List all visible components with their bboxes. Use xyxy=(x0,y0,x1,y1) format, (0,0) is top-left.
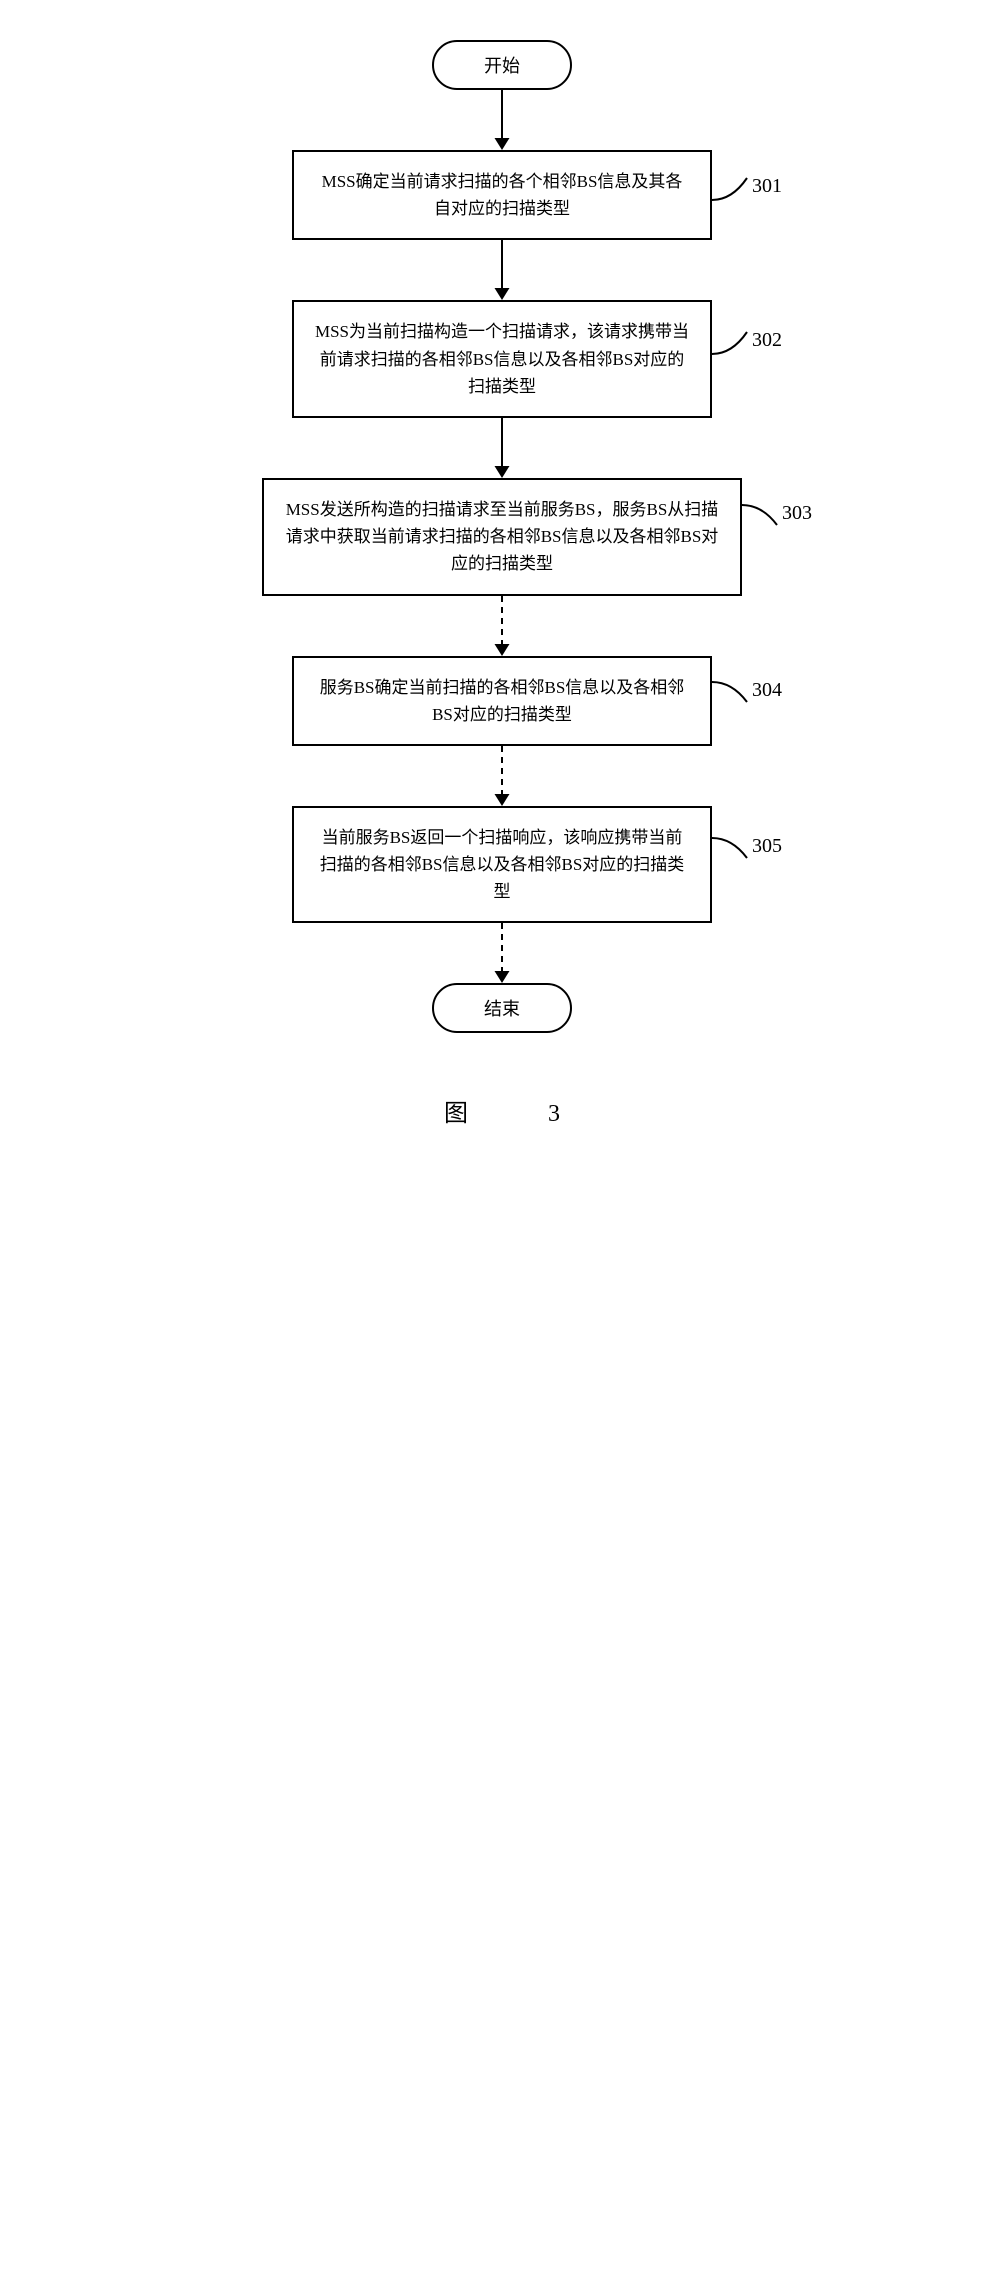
process-step-304: 服务BS确定当前扫描的各相邻BS信息以及各相邻BS对应的扫描类型304 xyxy=(292,656,712,746)
flow-arrow xyxy=(490,90,514,150)
flow-arrow xyxy=(490,923,514,983)
label-connector xyxy=(712,170,757,210)
process-step-305: 当前服务BS返回一个扫描响应，该响应携带当前扫描的各相邻BS信息以及各相邻BS对… xyxy=(292,806,712,924)
process-box: 当前服务BS返回一个扫描响应，该响应携带当前扫描的各相邻BS信息以及各相邻BS对… xyxy=(292,806,712,924)
label-connector xyxy=(712,324,757,364)
flow-arrow xyxy=(490,746,514,806)
process-step-302: MSS为当前扫描构造一个扫描请求，该请求携带当前请求扫描的各相邻BS信息以及各相… xyxy=(292,300,712,418)
process-box: MSS发送所构造的扫描请求至当前服务BS，服务BS从扫描请求中获取当前请求扫描的… xyxy=(262,478,742,596)
figure-prefix: 图 xyxy=(444,1101,508,1127)
label-connector xyxy=(712,674,757,714)
process-box: 服务BS确定当前扫描的各相邻BS信息以及各相邻BS对应的扫描类型 xyxy=(292,656,712,746)
end-terminal: 结束 xyxy=(432,983,572,1033)
figure-caption: 图3 xyxy=(444,1093,560,1128)
flow-arrow xyxy=(490,418,514,478)
label-connector xyxy=(712,830,757,870)
process-box: MSS确定当前请求扫描的各个相邻BS信息及其各自对应的扫描类型 xyxy=(292,150,712,240)
flowchart-container: 开始 MSS确定当前请求扫描的各个相邻BS信息及其各自对应的扫描类型301 MSS为… xyxy=(152,40,852,1033)
label-connector xyxy=(742,497,787,537)
flow-arrow xyxy=(490,596,514,656)
process-box: MSS为当前扫描构造一个扫描请求，该请求携带当前请求扫描的各相邻BS信息以及各相… xyxy=(292,300,712,418)
start-terminal: 开始 xyxy=(432,40,572,90)
figure-number: 3 xyxy=(548,1101,560,1127)
process-step-301: MSS确定当前请求扫描的各个相邻BS信息及其各自对应的扫描类型301 xyxy=(292,150,712,240)
flow-arrow xyxy=(490,240,514,300)
process-step-303: MSS发送所构造的扫描请求至当前服务BS，服务BS从扫描请求中获取当前请求扫描的… xyxy=(262,478,742,596)
